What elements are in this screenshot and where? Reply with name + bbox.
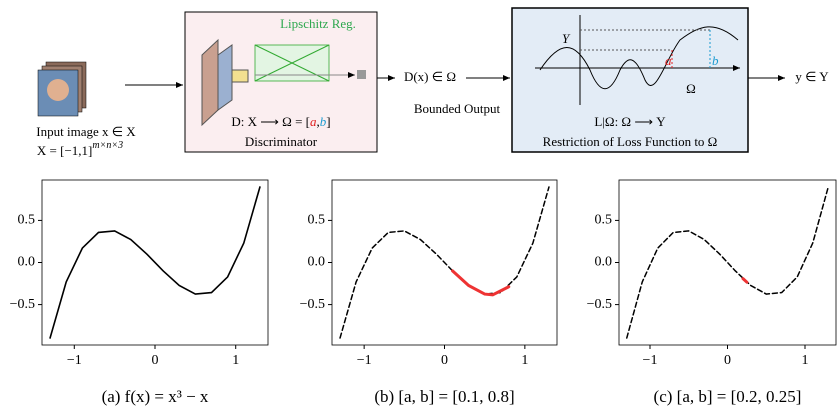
y-tick-label: 0.5 [595, 213, 613, 228]
disc-name: Discriminator [245, 134, 318, 149]
curve [741, 277, 749, 284]
x-tick-label: −1 [643, 353, 658, 368]
x-tick-label: 1 [232, 353, 239, 368]
loss-curve [539, 26, 739, 90]
restriction-name: Restriction of Loss Function to Ω [543, 134, 718, 149]
x-tick-label: 1 [802, 353, 809, 368]
x-tick-label: 0 [441, 353, 448, 368]
input-label: Input image x ∈ X [36, 124, 136, 139]
caption: (b) [a, b] = [0.1, 0.8] [374, 387, 514, 406]
layer [217, 44, 233, 111]
omega-label: Ω [686, 81, 696, 96]
face [47, 79, 69, 101]
layer [201, 38, 219, 127]
y-tick-label: −0.5 [587, 297, 612, 312]
y-tick-label: −0.5 [10, 297, 35, 312]
disc-mapping: D: X ⟶ Ω = [a,b] [231, 114, 330, 129]
y-tick-label: 0.0 [18, 255, 36, 270]
y-tick-label: 0.0 [308, 255, 326, 270]
curve [49, 186, 261, 339]
result: y ∈ Y [795, 69, 829, 84]
diagram: Input image x ∈ X X = [−1,1]m×n×3 Lipsch… [36, 7, 829, 158]
layer [231, 69, 249, 83]
x-tick-label: 0 [724, 353, 731, 368]
restriction-mapping: L|Ω: Ω ⟶ Y [594, 114, 666, 129]
output-caption: Bounded Output [414, 101, 501, 116]
y-tick-label: 0.5 [18, 213, 36, 228]
y-tick-label: 0.0 [595, 255, 613, 270]
reg-label: Lipschitz Reg. [280, 16, 356, 31]
curve [451, 269, 511, 297]
y-tick-label: −0.5 [300, 297, 325, 312]
a-label: a [665, 53, 672, 68]
curve [339, 186, 550, 339]
caption: (c) [a, b] = [0.2, 0.25] [654, 387, 802, 406]
restriction-box [511, 7, 749, 153]
y-tick-label: 0.5 [308, 213, 326, 228]
b-label: b [712, 53, 719, 68]
curve [626, 186, 829, 339]
output: D(x) ∈ Ω [404, 69, 456, 84]
caption: (a) f(x) = x³ − x [102, 387, 209, 406]
x-tick-label: 1 [521, 353, 528, 368]
x-tick-label: −1 [357, 353, 372, 368]
output-node [357, 70, 366, 79]
x-tick-label: −1 [67, 353, 82, 368]
y-label: Y [562, 31, 571, 46]
x-tick-label: 0 [152, 353, 159, 368]
input-domain: X = [−1,1]m×n×3 [37, 140, 123, 158]
